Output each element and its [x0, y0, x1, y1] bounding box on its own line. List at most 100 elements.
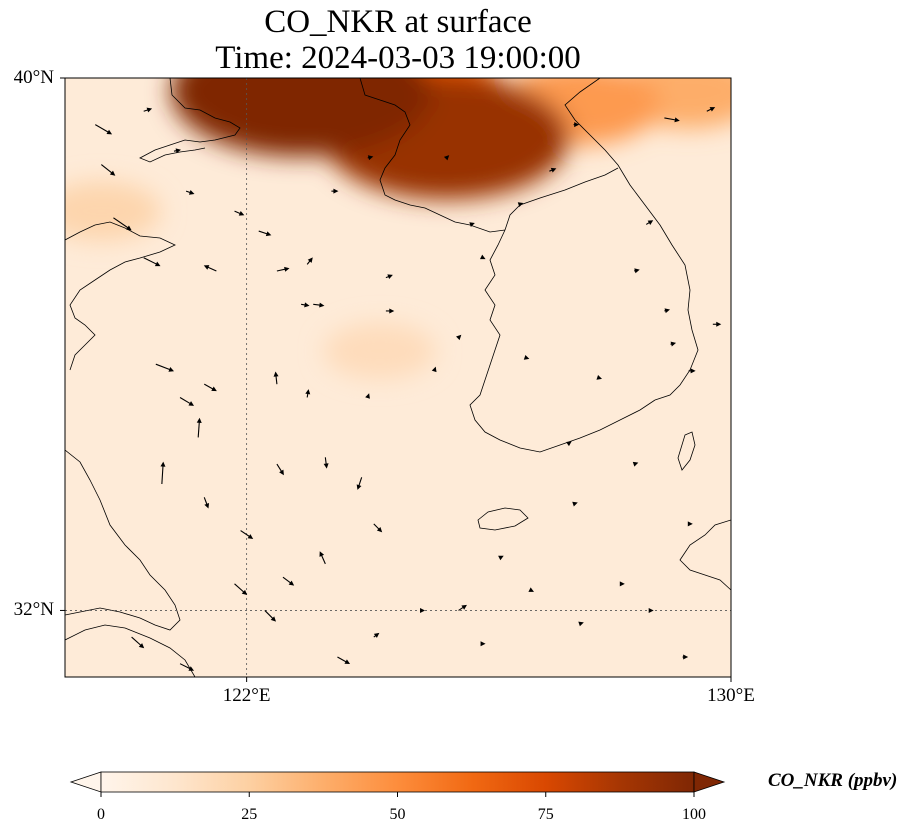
wind-arrow — [523, 354, 530, 360]
wind-arrow — [276, 266, 290, 272]
wind-arrow — [664, 117, 680, 123]
wind-arrow — [160, 461, 166, 485]
wind-arrow — [688, 368, 696, 374]
wind-arrow — [301, 302, 310, 308]
colorbar-title: CO_NKR (ppbv) — [768, 770, 898, 791]
wind-arrow — [596, 374, 602, 380]
wind-arrow — [469, 222, 475, 227]
wind-arrow — [331, 188, 339, 194]
wind-arrow — [670, 341, 677, 347]
wind-arrow — [185, 189, 195, 195]
colorbar-body — [100, 771, 695, 793]
wind-arrow — [203, 497, 210, 509]
colorbar-ticks — [100, 792, 695, 797]
concentration-hotspot — [65, 181, 162, 242]
wind-arrow — [179, 663, 195, 671]
wind-arrow — [113, 217, 132, 231]
coastlines — [65, 78, 731, 677]
wind-arrow — [282, 576, 295, 586]
wind-arrow — [306, 257, 313, 265]
wind-arrow — [712, 321, 722, 327]
wind-arrow — [155, 363, 175, 372]
wind-arrow — [131, 636, 145, 649]
wind-arrow — [373, 632, 380, 638]
colorbar-tick-label: 75 — [537, 806, 554, 823]
coastline-liaoning-east — [359, 78, 506, 233]
concentration-field — [65, 78, 731, 379]
wind-arrow — [373, 523, 383, 533]
wind-arrow — [682, 654, 689, 660]
wind-arrow — [385, 308, 395, 314]
coastline-yangtze — [65, 624, 196, 677]
wind-arrow — [367, 155, 374, 161]
colorbar-tick-label: 50 — [389, 806, 406, 823]
lon-tick-label: 130°E — [707, 685, 755, 706]
wind-arrow — [143, 257, 161, 267]
map-frame — [64, 77, 732, 678]
wind-arrow — [258, 230, 272, 237]
wind-arrow — [633, 268, 640, 274]
wind-arrow — [365, 393, 370, 399]
axis-ticks — [60, 77, 732, 682]
wind-arrow — [566, 441, 572, 447]
colorbar-extend-high — [693, 771, 726, 793]
concentration-hotspot — [323, 322, 437, 379]
wind-arrow — [458, 604, 467, 611]
wind-arrow — [276, 463, 284, 476]
wind-arrow — [323, 457, 329, 469]
lat-tick-label: 40°N — [13, 67, 54, 88]
wind-arrow — [572, 501, 578, 507]
lat-tick-label: 32°N — [13, 599, 54, 621]
coastline-korea-west — [469, 229, 656, 453]
colorbar-tick-label: 0 — [97, 806, 105, 823]
wind-arrow — [706, 107, 716, 112]
wind-arrow — [528, 587, 534, 592]
wind-vectors — [94, 107, 722, 671]
wind-arrow — [196, 417, 202, 438]
wind-arrow — [456, 334, 462, 341]
wind-arrow — [517, 202, 524, 208]
lon-tick-label: 122°E — [222, 685, 271, 706]
wind-arrow — [356, 477, 363, 490]
wind-arrow — [480, 641, 486, 647]
plot-area — [65, 78, 731, 677]
wind-arrow — [273, 371, 279, 385]
wind-arrow — [100, 164, 116, 176]
wind-arrow — [203, 265, 217, 272]
colorbar-tick-label: 100 — [682, 806, 706, 823]
wind-arrow — [443, 155, 450, 161]
wind-arrow — [687, 521, 693, 527]
coastline-tsushima — [677, 431, 696, 471]
wind-arrow — [319, 551, 326, 565]
wind-arrow — [648, 607, 654, 613]
wind-arrow — [498, 555, 504, 561]
colorbar-extend-low — [69, 771, 102, 793]
wind-arrow — [305, 389, 311, 398]
coastline-shandong — [65, 221, 176, 371]
wind-arrow — [573, 122, 580, 128]
coastline-liaodong — [139, 78, 241, 163]
map-time-label: Time: 2024-03-03 19:00:00 — [215, 40, 581, 76]
coastline-korea-east — [564, 78, 699, 401]
wind-arrow — [313, 302, 325, 308]
gridlines — [65, 78, 731, 677]
colorbar — [69, 771, 726, 797]
map-title: CO_NKR at surface — [264, 4, 532, 40]
wind-arrow — [94, 124, 113, 135]
wind-arrow — [234, 583, 248, 596]
coastline-jeju — [477, 507, 529, 531]
concentration-hotspot — [171, 78, 432, 157]
wind-arrow — [664, 308, 670, 314]
coastline-korea-neck — [504, 167, 619, 231]
wind-arrow — [549, 167, 557, 173]
wind-arrow — [385, 274, 393, 280]
wind-arrow — [645, 220, 654, 225]
wind-arrow — [234, 210, 245, 216]
wind-arrow — [619, 581, 625, 587]
wind-arrow — [203, 383, 217, 392]
wind-arrow — [337, 656, 351, 665]
wind-arrow — [143, 107, 153, 113]
wind-arrow — [240, 530, 254, 539]
wind-arrow — [420, 607, 426, 613]
coastline-kyushu — [679, 519, 731, 591]
